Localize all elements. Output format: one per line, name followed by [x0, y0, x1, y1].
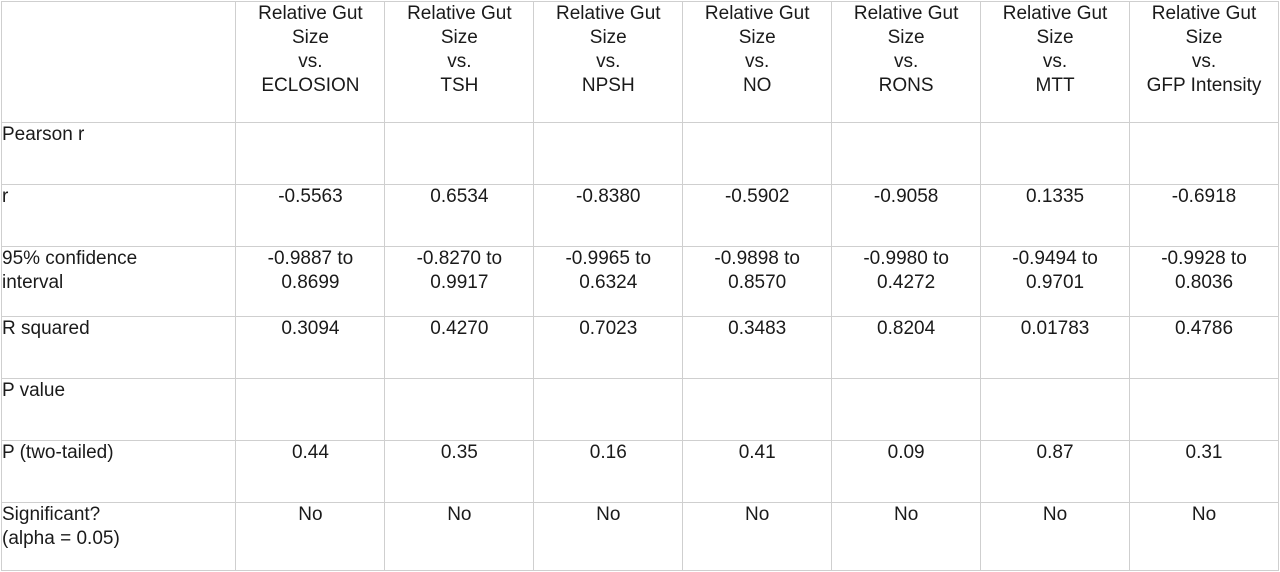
header-row: Relative Gut Size vs. ECLOSION Relative Gut… — [0, 1, 1279, 123]
table-cell — [235, 378, 386, 441]
significant-gfp-intensity: No — [1129, 502, 1279, 571]
r-value-gfp-intensity: -0.6918 — [1129, 184, 1279, 247]
column-header-tsh: Relative Gut Size vs. TSH — [384, 1, 535, 123]
r-squared-gfp-intensity: 0.4786 — [1129, 316, 1279, 379]
significant-no: No — [682, 502, 833, 571]
r-value-eclosion: -0.5563 — [235, 184, 386, 247]
table-cell — [831, 378, 982, 441]
table-row-p-value: P value — [0, 378, 1279, 441]
r-value-rons: -0.9058 — [831, 184, 982, 247]
p-value-npsh: 0.16 — [533, 440, 684, 503]
significant-tsh: No — [384, 502, 535, 571]
p-value-tsh: 0.35 — [384, 440, 535, 503]
p-value-rons: 0.09 — [831, 440, 982, 503]
corner-cell — [0, 1, 237, 123]
row-label-r-squared: R squared — [0, 316, 237, 379]
row-label-significant: Significant? (alpha = 0.05) — [0, 502, 237, 571]
ci-value-rons: -0.9980 to 0.4272 — [831, 246, 982, 317]
ci-value-gfp-intensity: -0.9928 to 0.8036 — [1129, 246, 1279, 317]
p-value-eclosion: 0.44 — [235, 440, 386, 503]
table-cell — [533, 122, 684, 185]
column-header-gfp-intensity: Relative Gut Size vs. GFP Intensity — [1129, 1, 1279, 123]
table-cell — [682, 378, 833, 441]
table-row-significant: Significant? (alpha = 0.05) No No No No N… — [0, 502, 1279, 571]
column-header-mtt: Relative Gut Size vs. MTT — [980, 1, 1130, 123]
r-squared-tsh: 0.4270 — [384, 316, 535, 379]
row-label-pearson-r: Pearson r — [0, 122, 237, 185]
r-value-tsh: 0.6534 — [384, 184, 535, 247]
r-squared-mtt: 0.01783 — [980, 316, 1130, 379]
table-cell — [831, 122, 982, 185]
ci-value-tsh: -0.8270 to 0.9917 — [384, 246, 535, 317]
significant-mtt: No — [980, 502, 1130, 571]
significant-rons: No — [831, 502, 982, 571]
ci-value-no: -0.9898 to 0.8570 — [682, 246, 833, 317]
column-header-eclosion: Relative Gut Size vs. ECLOSION — [235, 1, 386, 123]
table-cell — [980, 122, 1130, 185]
r-squared-rons: 0.8204 — [831, 316, 982, 379]
p-value-gfp-intensity: 0.31 — [1129, 440, 1279, 503]
table-cell — [533, 378, 684, 441]
table-row-r: r -0.5563 0.6534 -0.8380 -0.5902 -0.9058… — [0, 184, 1279, 247]
r-squared-eclosion: 0.3094 — [235, 316, 386, 379]
column-header-npsh: Relative Gut Size vs. NPSH — [533, 1, 684, 123]
table-row-confidence-interval: 95% confidence interval -0.9887 to 0.8699 … — [0, 246, 1279, 317]
table-row-pearson-r: Pearson r — [0, 122, 1279, 185]
table-cell — [384, 122, 535, 185]
table-cell — [1129, 122, 1279, 185]
r-value-no: -0.5902 — [682, 184, 833, 247]
column-header-rons: Relative Gut Size vs. RONS — [831, 1, 982, 123]
row-label-r: r — [0, 184, 237, 247]
p-value-mtt: 0.87 — [980, 440, 1130, 503]
r-squared-npsh: 0.7023 — [533, 316, 684, 379]
ci-value-mtt: -0.9494 to 0.9701 — [980, 246, 1130, 317]
row-label-p-value: P value — [0, 378, 237, 441]
table-row-r-squared: R squared 0.3094 0.4270 0.7023 0.3483 0.… — [0, 316, 1279, 379]
r-squared-no: 0.3483 — [682, 316, 833, 379]
table-cell — [1129, 378, 1279, 441]
column-header-no: Relative Gut Size vs. NO — [682, 1, 833, 123]
table-cell — [980, 378, 1130, 441]
ci-value-eclosion: -0.9887 to 0.8699 — [235, 246, 386, 317]
row-label-p-two-tailed: P (two-tailed) — [0, 440, 237, 503]
significant-eclosion: No — [235, 502, 386, 571]
row-label-confidence-interval: 95% confidence interval — [0, 246, 237, 317]
significant-npsh: No — [533, 502, 684, 571]
table-cell — [384, 378, 535, 441]
r-value-npsh: -0.8380 — [533, 184, 684, 247]
r-value-mtt: 0.1335 — [980, 184, 1130, 247]
p-value-no: 0.41 — [682, 440, 833, 503]
ci-value-npsh: -0.9965 to 0.6324 — [533, 246, 684, 317]
table-cell — [235, 122, 386, 185]
table-cell — [682, 122, 833, 185]
table-row-p-two-tailed: P (two-tailed) 0.44 0.35 0.16 0.41 0.09 … — [0, 440, 1279, 503]
